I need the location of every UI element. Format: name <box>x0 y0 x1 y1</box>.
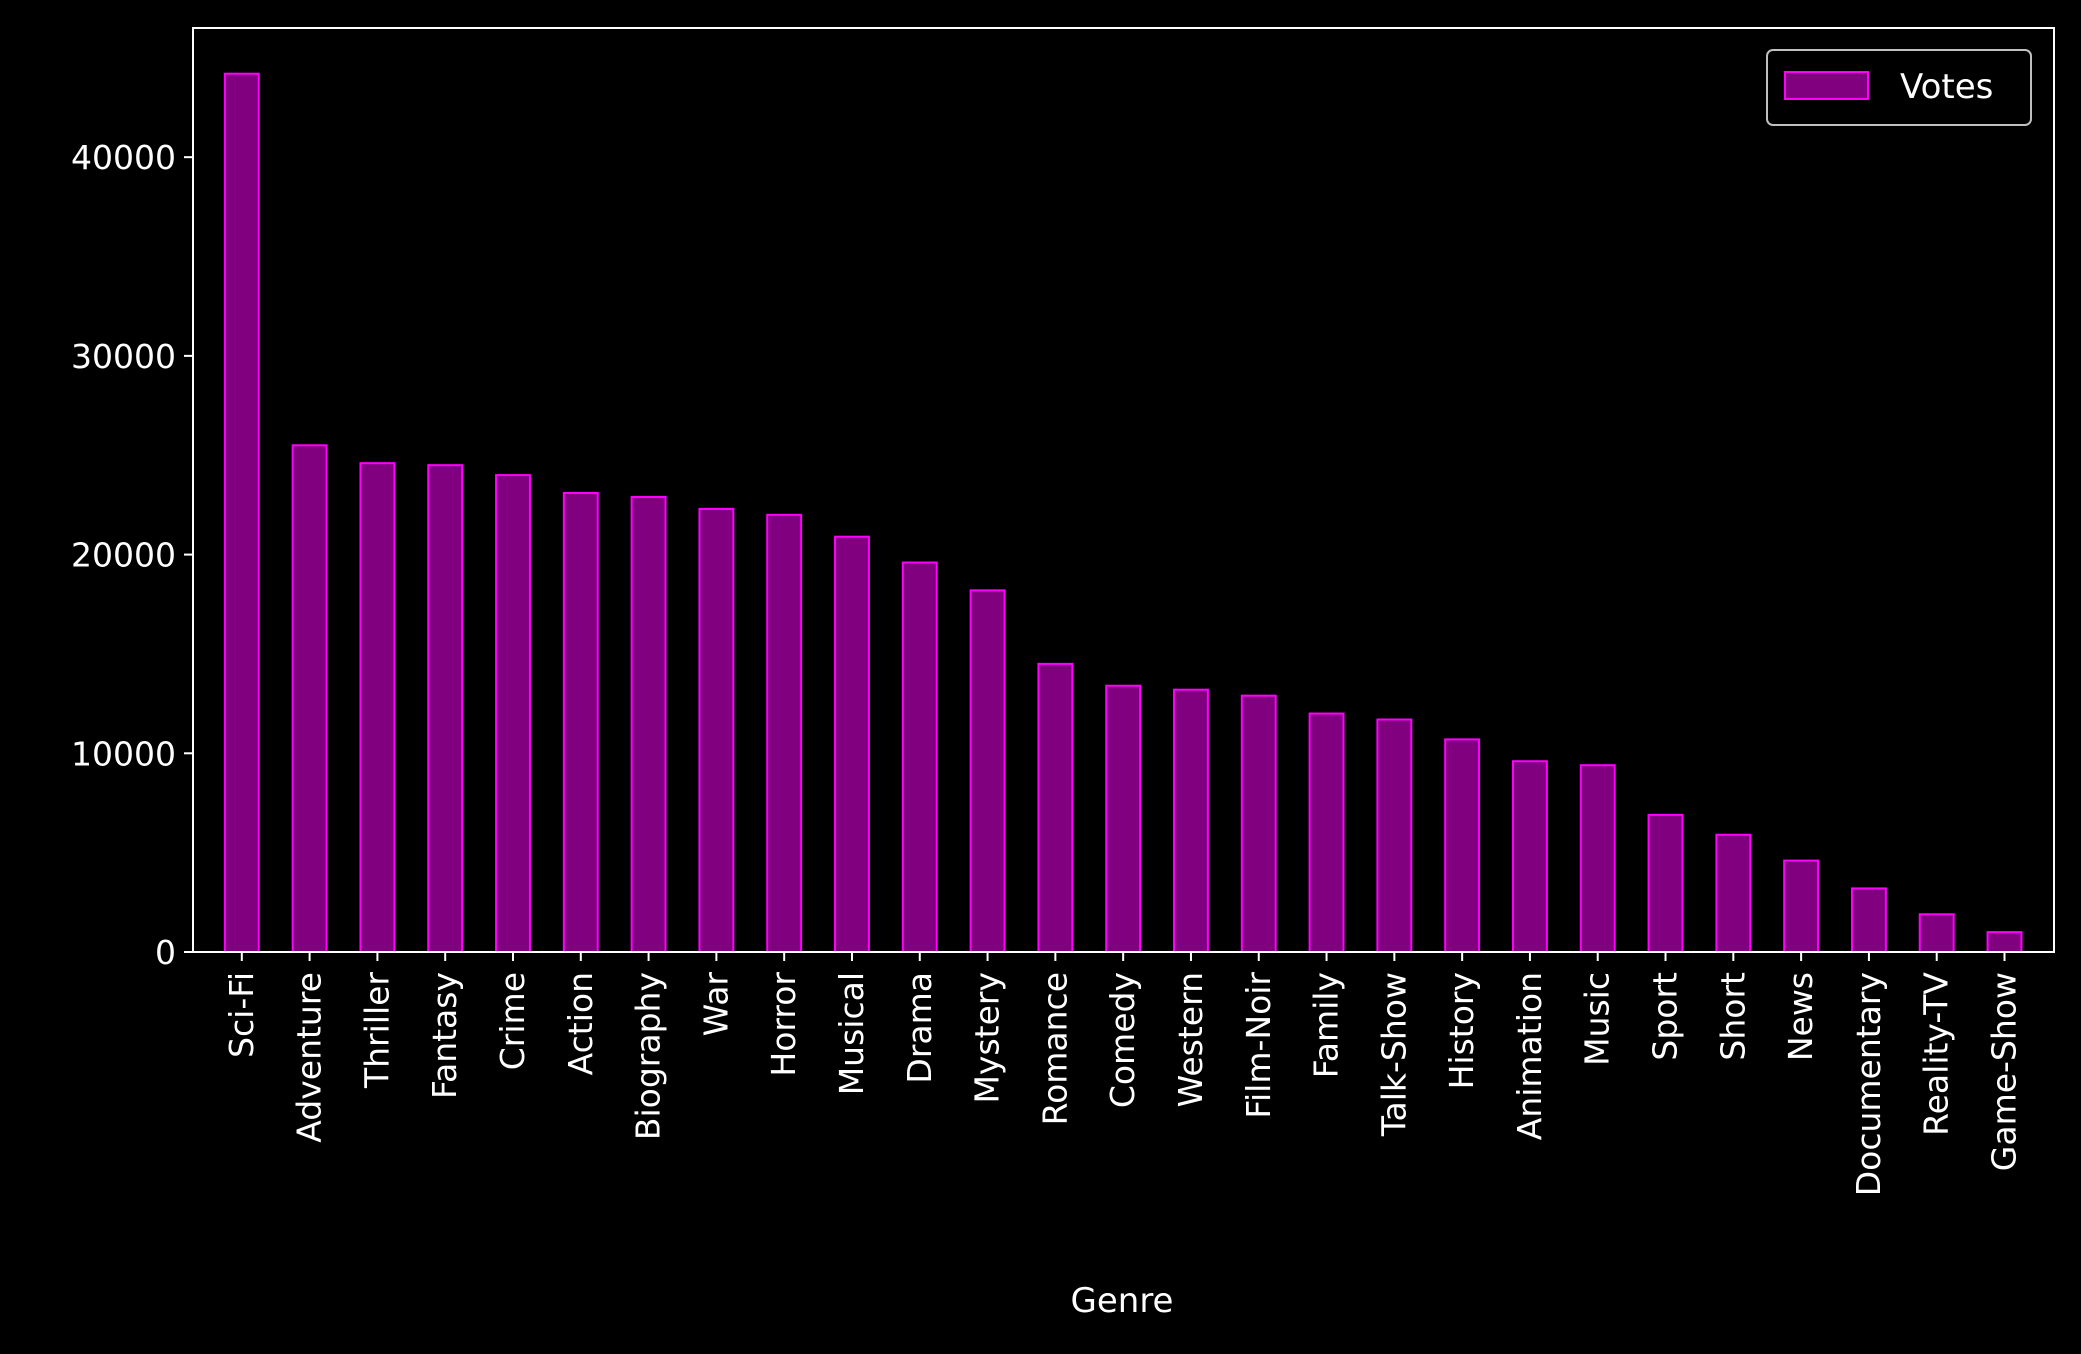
bar-sci-fi <box>223 72 260 953</box>
bar-western <box>1173 688 1209 953</box>
y-tick-label: 30000 <box>71 337 176 376</box>
x-tick-label-history: History <box>1442 972 1481 1089</box>
legend-label: Votes <box>1900 67 1993 107</box>
bar-documentary <box>1850 887 1887 953</box>
x-tick-label-animation: Animation <box>1510 972 1549 1140</box>
x-tick-label-family: Family <box>1307 972 1346 1078</box>
x-tick-label-sport: Sport <box>1646 972 1685 1061</box>
bar-biography <box>630 495 667 953</box>
x-tick-label-game-show: Game-Show <box>1985 972 2024 1171</box>
x-tick-label-western: Western <box>1171 972 1210 1107</box>
bar-music <box>1579 764 1616 954</box>
x-tick-label-thriller: Thriller <box>357 972 396 1089</box>
x-tick-label-reality-tv: Reality-TV <box>1917 972 1956 1136</box>
x-tick-label-news: News <box>1781 972 1820 1061</box>
x-tick-label-drama: Drama <box>900 972 939 1084</box>
bar-horror <box>766 513 803 954</box>
x-tick-label-crime: Crime <box>493 972 532 1070</box>
x-tick-label-talk-show: Talk-Show <box>1374 972 1413 1137</box>
x-axis-label: Genre <box>1071 1281 1174 1321</box>
bar-talk-show <box>1376 718 1413 954</box>
bar-comedy <box>1105 684 1142 953</box>
x-tick-label-short: Short <box>1713 972 1752 1061</box>
bar-drama <box>901 561 938 954</box>
x-tick-label-fantasy: Fantasy <box>425 972 464 1099</box>
bar-short <box>1715 833 1752 954</box>
bar-family <box>1308 712 1345 953</box>
bar-fantasy <box>427 464 464 953</box>
x-tick-label-biography: Biography <box>629 972 668 1140</box>
x-tick-label-comedy: Comedy <box>1103 972 1142 1108</box>
bar-game-show <box>1986 931 2023 954</box>
x-tick-label-mystery: Mystery <box>968 972 1007 1104</box>
x-tick-label-documentary: Documentary <box>1849 972 1888 1196</box>
bars-layer <box>223 72 2023 954</box>
y-tick-label: 20000 <box>71 536 176 575</box>
legend: Votes <box>1766 49 2032 126</box>
x-tick-label-horror: Horror <box>764 972 803 1077</box>
x-tick-label-action: Action <box>561 972 600 1075</box>
x-tick-label-sci-fi: Sci-Fi <box>222 972 261 1058</box>
x-tick-label-film-noir: Film-Noir <box>1239 972 1278 1119</box>
bar-film-noir <box>1240 694 1277 953</box>
legend-swatch <box>1784 71 1869 100</box>
bar-adventure <box>291 444 328 953</box>
x-tick-label-music: Music <box>1578 972 1617 1066</box>
bar-action <box>562 491 599 953</box>
y-tick-label: 10000 <box>71 734 176 773</box>
legend-box <box>1766 49 2032 126</box>
bar-reality-tv <box>1918 913 1955 953</box>
bar-sport <box>1647 813 1684 954</box>
x-tick-label-adventure: Adventure <box>290 972 329 1143</box>
bar-news <box>1783 859 1820 954</box>
bar-mystery <box>969 589 1006 953</box>
bar-history <box>1444 738 1481 953</box>
bar-animation <box>1511 760 1548 953</box>
bar-thriller <box>359 462 396 953</box>
x-tick-label-musical: Musical <box>832 972 871 1095</box>
bar-war <box>698 507 735 953</box>
x-tick-label-romance: Romance <box>1035 972 1074 1125</box>
bar-musical <box>834 535 870 953</box>
y-tick-label: 0 <box>155 933 176 972</box>
x-tick-label-war: War <box>696 972 735 1037</box>
x-axis: Sci-Fi Adventure Thriller Fantasy Crime Actio… <box>222 952 2024 1196</box>
bar-romance <box>1037 662 1074 953</box>
bar-crime <box>495 474 531 953</box>
y-tick-label: 40000 <box>71 138 176 177</box>
y-axis: 0 10000 20000 30000 40000 <box>71 138 193 972</box>
